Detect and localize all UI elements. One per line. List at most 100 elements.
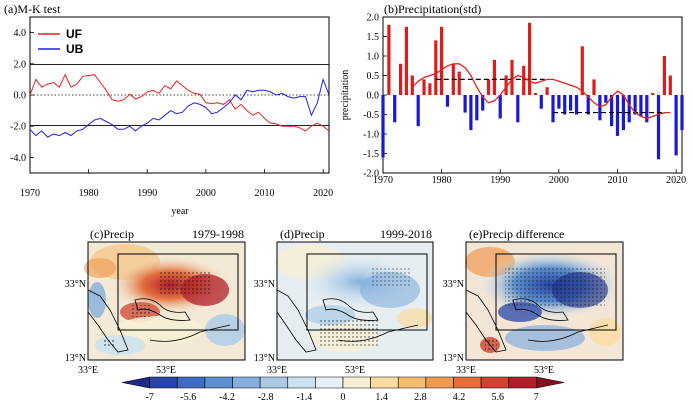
precip-bar <box>651 93 655 95</box>
map-e-lon-53: 53°E <box>534 365 554 376</box>
y-tick-label: 2.0 <box>367 13 380 24</box>
precip-bar <box>422 79 426 95</box>
precip-bar <box>463 95 467 113</box>
colorbar-swatch <box>536 376 565 389</box>
precip-bar <box>680 95 684 131</box>
colorbar-swatch <box>176 376 206 389</box>
precip-bar <box>404 26 408 96</box>
x-tick-label: 1990 <box>137 188 157 199</box>
precip-bar <box>580 46 584 96</box>
map-d-period: 1999-2018 <box>380 227 432 241</box>
map-d-lon-53: 53°E <box>345 365 365 376</box>
precip-frame <box>382 16 683 174</box>
colorbar-swatch <box>121 376 150 389</box>
precip-bar <box>416 95 420 127</box>
map-c-lon-33: 33°E <box>78 365 98 376</box>
precip-bar <box>639 95 643 117</box>
precipitation-panel: (b)Precipitation(std) 1970 1980 1990 2000 20… <box>340 2 686 186</box>
smoothed-curve <box>411 63 671 120</box>
y-tick-label: 0.0 <box>14 91 27 102</box>
precip-bar <box>504 75 508 95</box>
legend-ub-label: UB <box>66 42 84 56</box>
map-panel-c: (c)Precip 1979-1998 33°N 13°N 33°E 53°E <box>65 227 246 376</box>
precip-bar <box>481 95 485 111</box>
y-tick-label: 0.5 <box>367 71 380 82</box>
map-c-frame <box>87 241 246 361</box>
precip-bar <box>486 79 491 95</box>
map-e-title: (e)Precip difference <box>469 227 564 241</box>
map-d-frame <box>276 241 434 361</box>
x-tick-label: 1980 <box>432 175 452 186</box>
precip-bar <box>469 95 473 131</box>
precip-bar <box>457 71 461 95</box>
colorbar-swatch <box>259 376 289 389</box>
precip-bar <box>440 26 444 96</box>
x-tick-label: 1970 <box>20 188 40 199</box>
colorbar-swatch <box>370 376 399 389</box>
map-d-lon-33: 33°E <box>267 365 287 376</box>
y-tick-label: -1.0 <box>363 130 379 141</box>
precip-bar <box>516 95 520 123</box>
colorbar-swatch <box>149 376 178 389</box>
colorbar-label: 5.6 <box>491 392 504 403</box>
precip-bar <box>428 83 432 95</box>
precip-bar <box>656 95 661 160</box>
mk-test-legend: UF UB <box>38 27 84 56</box>
map-e-lon-33: 33°E <box>456 365 476 376</box>
colorbar-label: -5.6 <box>180 392 196 403</box>
colorbar-swatch <box>287 376 316 389</box>
precip-title: (b)Precipitation(std) <box>384 2 481 16</box>
colorbar-label: 1.4 <box>375 392 388 403</box>
y-tick-label: -4.0 <box>10 153 26 164</box>
map-d-lat-13: 13°N <box>254 353 275 364</box>
precip-bar <box>498 95 502 119</box>
x-tick-label: 2020 <box>666 175 686 186</box>
precip-bar <box>393 95 397 123</box>
precip-bar <box>557 95 561 109</box>
mk-test-panel: (a)M-K test 1970 1980 1990 2000 2010 2020 -4.0… <box>4 2 333 217</box>
y-tick-label: -2.0 <box>10 122 26 133</box>
precip-bar <box>598 95 602 121</box>
map-c-period: 1979-1998 <box>192 227 244 241</box>
precip-bar <box>399 63 403 95</box>
y-tick-label: -0.5 <box>363 110 379 121</box>
map-e-lat-33: 33°N <box>443 279 464 290</box>
map-c-title: (c)Precip <box>90 227 134 241</box>
map-d-study-box <box>306 253 428 331</box>
precip-bar <box>662 56 666 95</box>
map-e-study-box <box>495 253 617 331</box>
precip-bar <box>528 22 532 95</box>
precip-bar <box>633 95 637 115</box>
precip-bar <box>586 95 590 115</box>
colorbar-swatch <box>480 376 510 389</box>
y-tick-label: 1.0 <box>367 52 380 63</box>
map-c-lon-53: 53°E <box>156 365 176 376</box>
precip-bar <box>545 87 549 95</box>
precip-bar <box>410 75 414 95</box>
precip-ylabel: precipitation <box>340 70 351 121</box>
colorbar-label: 4.2 <box>453 392 466 403</box>
precip-bar <box>510 59 514 95</box>
colorbar-label: -1.4 <box>296 392 312 403</box>
y-tick-label: -2.0 <box>363 169 379 180</box>
colorbar-label: 2.8 <box>414 392 427 403</box>
precip-bar <box>674 95 678 156</box>
map-c-study-box <box>117 253 239 331</box>
legend-uf-label: UF <box>66 27 82 41</box>
map-e-lat-13: 13°N <box>443 353 464 364</box>
series-line-uf <box>29 73 330 132</box>
precip-bar <box>610 95 614 127</box>
y-tick-label: 4.0 <box>14 28 27 39</box>
precip-bar <box>627 95 631 123</box>
y-tick-label: 0.0 <box>367 91 380 102</box>
colorbar-label: -7 <box>145 392 153 403</box>
x-tick-label: 2010 <box>608 175 628 186</box>
y-tick-label: 2.0 <box>14 59 27 70</box>
precip-bar <box>668 75 672 95</box>
colorbar-swatch <box>204 376 233 389</box>
colorbar: -7 -5.6 -4.2 -2.8 -1.4 0 1.4 2.8 4.2 5.6 7 <box>121 376 565 403</box>
mk-test-title: (a)M-K test <box>4 2 61 16</box>
map-e-frame <box>465 241 624 361</box>
x-tick-label: 2000 <box>196 188 216 199</box>
